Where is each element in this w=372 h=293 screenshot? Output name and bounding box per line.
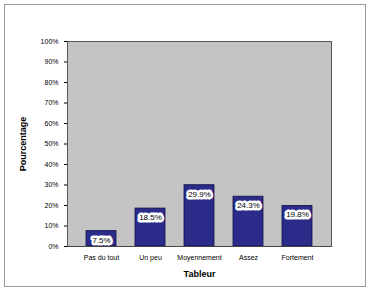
svg-text:0%: 0% xyxy=(48,243,58,250)
svg-text:19.8%: 19.8% xyxy=(286,210,309,219)
svg-text:Assez: Assez xyxy=(239,254,259,261)
svg-text:30%: 30% xyxy=(44,181,58,188)
svg-text:20%: 20% xyxy=(44,202,58,209)
svg-text:50%: 50% xyxy=(44,140,58,147)
svg-text:40%: 40% xyxy=(44,161,58,168)
svg-text:24.3%: 24.3% xyxy=(237,201,260,210)
svg-text:80%: 80% xyxy=(44,79,58,86)
svg-text:7.5%: 7.5% xyxy=(92,236,110,245)
svg-text:90%: 90% xyxy=(44,58,58,65)
svg-text:Tableur: Tableur xyxy=(184,269,216,279)
svg-text:10%: 10% xyxy=(44,222,58,229)
svg-text:Pas du tout: Pas du tout xyxy=(84,254,119,261)
svg-text:Fortement: Fortement xyxy=(282,254,314,261)
svg-text:Un peu: Un peu xyxy=(139,254,162,262)
svg-text:Pourcentage: Pourcentage xyxy=(18,117,28,172)
svg-text:18.5%: 18.5% xyxy=(139,213,162,222)
svg-text:29.9%: 29.9% xyxy=(188,190,211,199)
svg-text:100%: 100% xyxy=(41,38,59,45)
svg-text:Moyennement: Moyennement xyxy=(177,254,221,262)
svg-text:60%: 60% xyxy=(44,120,58,127)
svg-text:70%: 70% xyxy=(44,99,58,106)
